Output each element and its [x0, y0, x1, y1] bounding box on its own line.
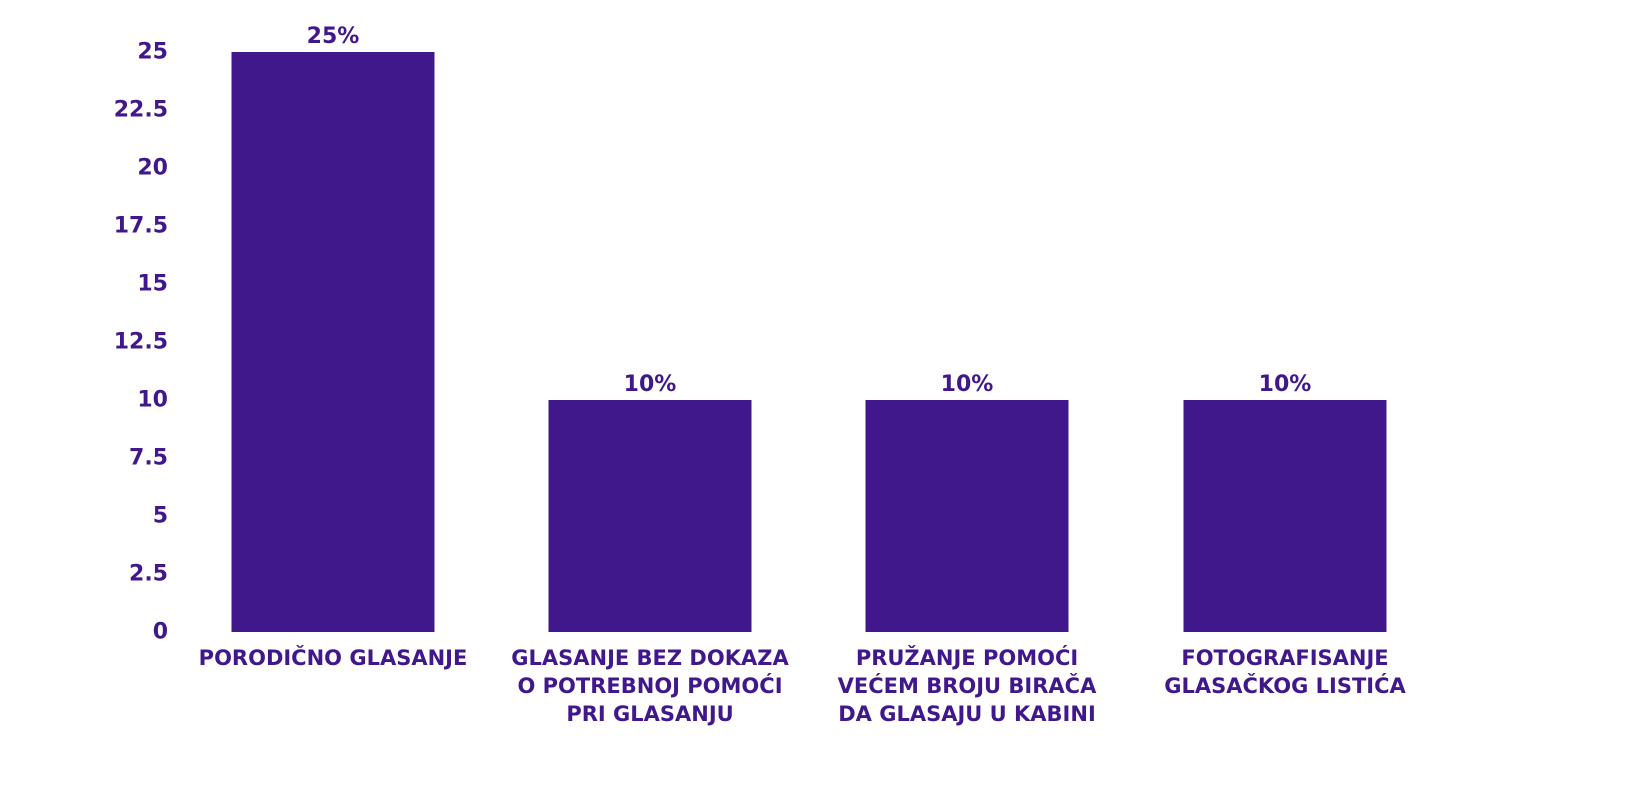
x-category-label-line: FOTOGRAFISANJE — [1181, 646, 1388, 670]
value-labels: 25% 10% 10% 10% — [307, 24, 1312, 397]
x-category-label: GLASANJE BEZ DOKAZA O POTREBNOJ POMOĆI PRI… — [511, 646, 789, 726]
y-tick-label: 2.5 — [129, 562, 168, 587]
bar-value-label: 10% — [1259, 372, 1312, 397]
x-category-label-line: VEĆEM BROJU BIRAČA — [838, 673, 1097, 698]
y-tick-label: 22.5 — [114, 98, 168, 123]
x-category-label: PRUŽANJE POMOĆI VEĆEM BROJU BIRAČA DA GLAS… — [838, 645, 1097, 726]
x-category-label-line: GLASAČKOG LISTIĆA — [1164, 673, 1406, 698]
y-tick-label: 15 — [137, 272, 168, 297]
x-category-label-line: PRI GLASANJU — [566, 702, 733, 726]
x-category-label: PORODIČNO GLASANJE — [199, 645, 468, 670]
x-category-label-line: PORODIČNO GLASANJE — [199, 645, 468, 670]
bar-value-label: 10% — [624, 372, 677, 397]
bar-value-label: 25% — [307, 24, 360, 49]
bar — [1183, 400, 1387, 632]
bar — [548, 400, 752, 632]
bar — [865, 400, 1069, 632]
bar-value-label: 10% — [941, 372, 994, 397]
x-category-label-line: DA GLASAJU U KABINI — [838, 702, 1096, 726]
x-axis: PORODIČNO GLASANJE GLASANJE BEZ DOKAZA O P… — [199, 645, 1407, 726]
x-category-label-line: O POTREBNOJ POMOĆI — [517, 673, 782, 698]
y-axis: 0 2.5 5 7.5 10 12.5 15 17.5 20 22.5 25 — [114, 40, 168, 645]
y-tick-label: 10 — [137, 388, 168, 413]
y-tick-label: 17.5 — [114, 214, 168, 239]
bar — [231, 52, 435, 632]
bars — [231, 52, 1387, 632]
x-category-label-line: PRUŽANJE POMOĆI — [856, 645, 1078, 670]
y-tick-label: 25 — [137, 40, 168, 65]
x-category-label: FOTOGRAFISANJE GLASAČKOG LISTIĆA — [1164, 646, 1406, 698]
x-category-label-line: GLASANJE BEZ DOKAZA — [511, 646, 789, 670]
y-tick-label: 20 — [137, 156, 168, 181]
y-tick-label: 0 — [153, 620, 168, 645]
y-tick-label: 5 — [153, 504, 168, 529]
y-tick-label: 7.5 — [129, 446, 168, 471]
y-tick-label: 12.5 — [114, 330, 168, 355]
